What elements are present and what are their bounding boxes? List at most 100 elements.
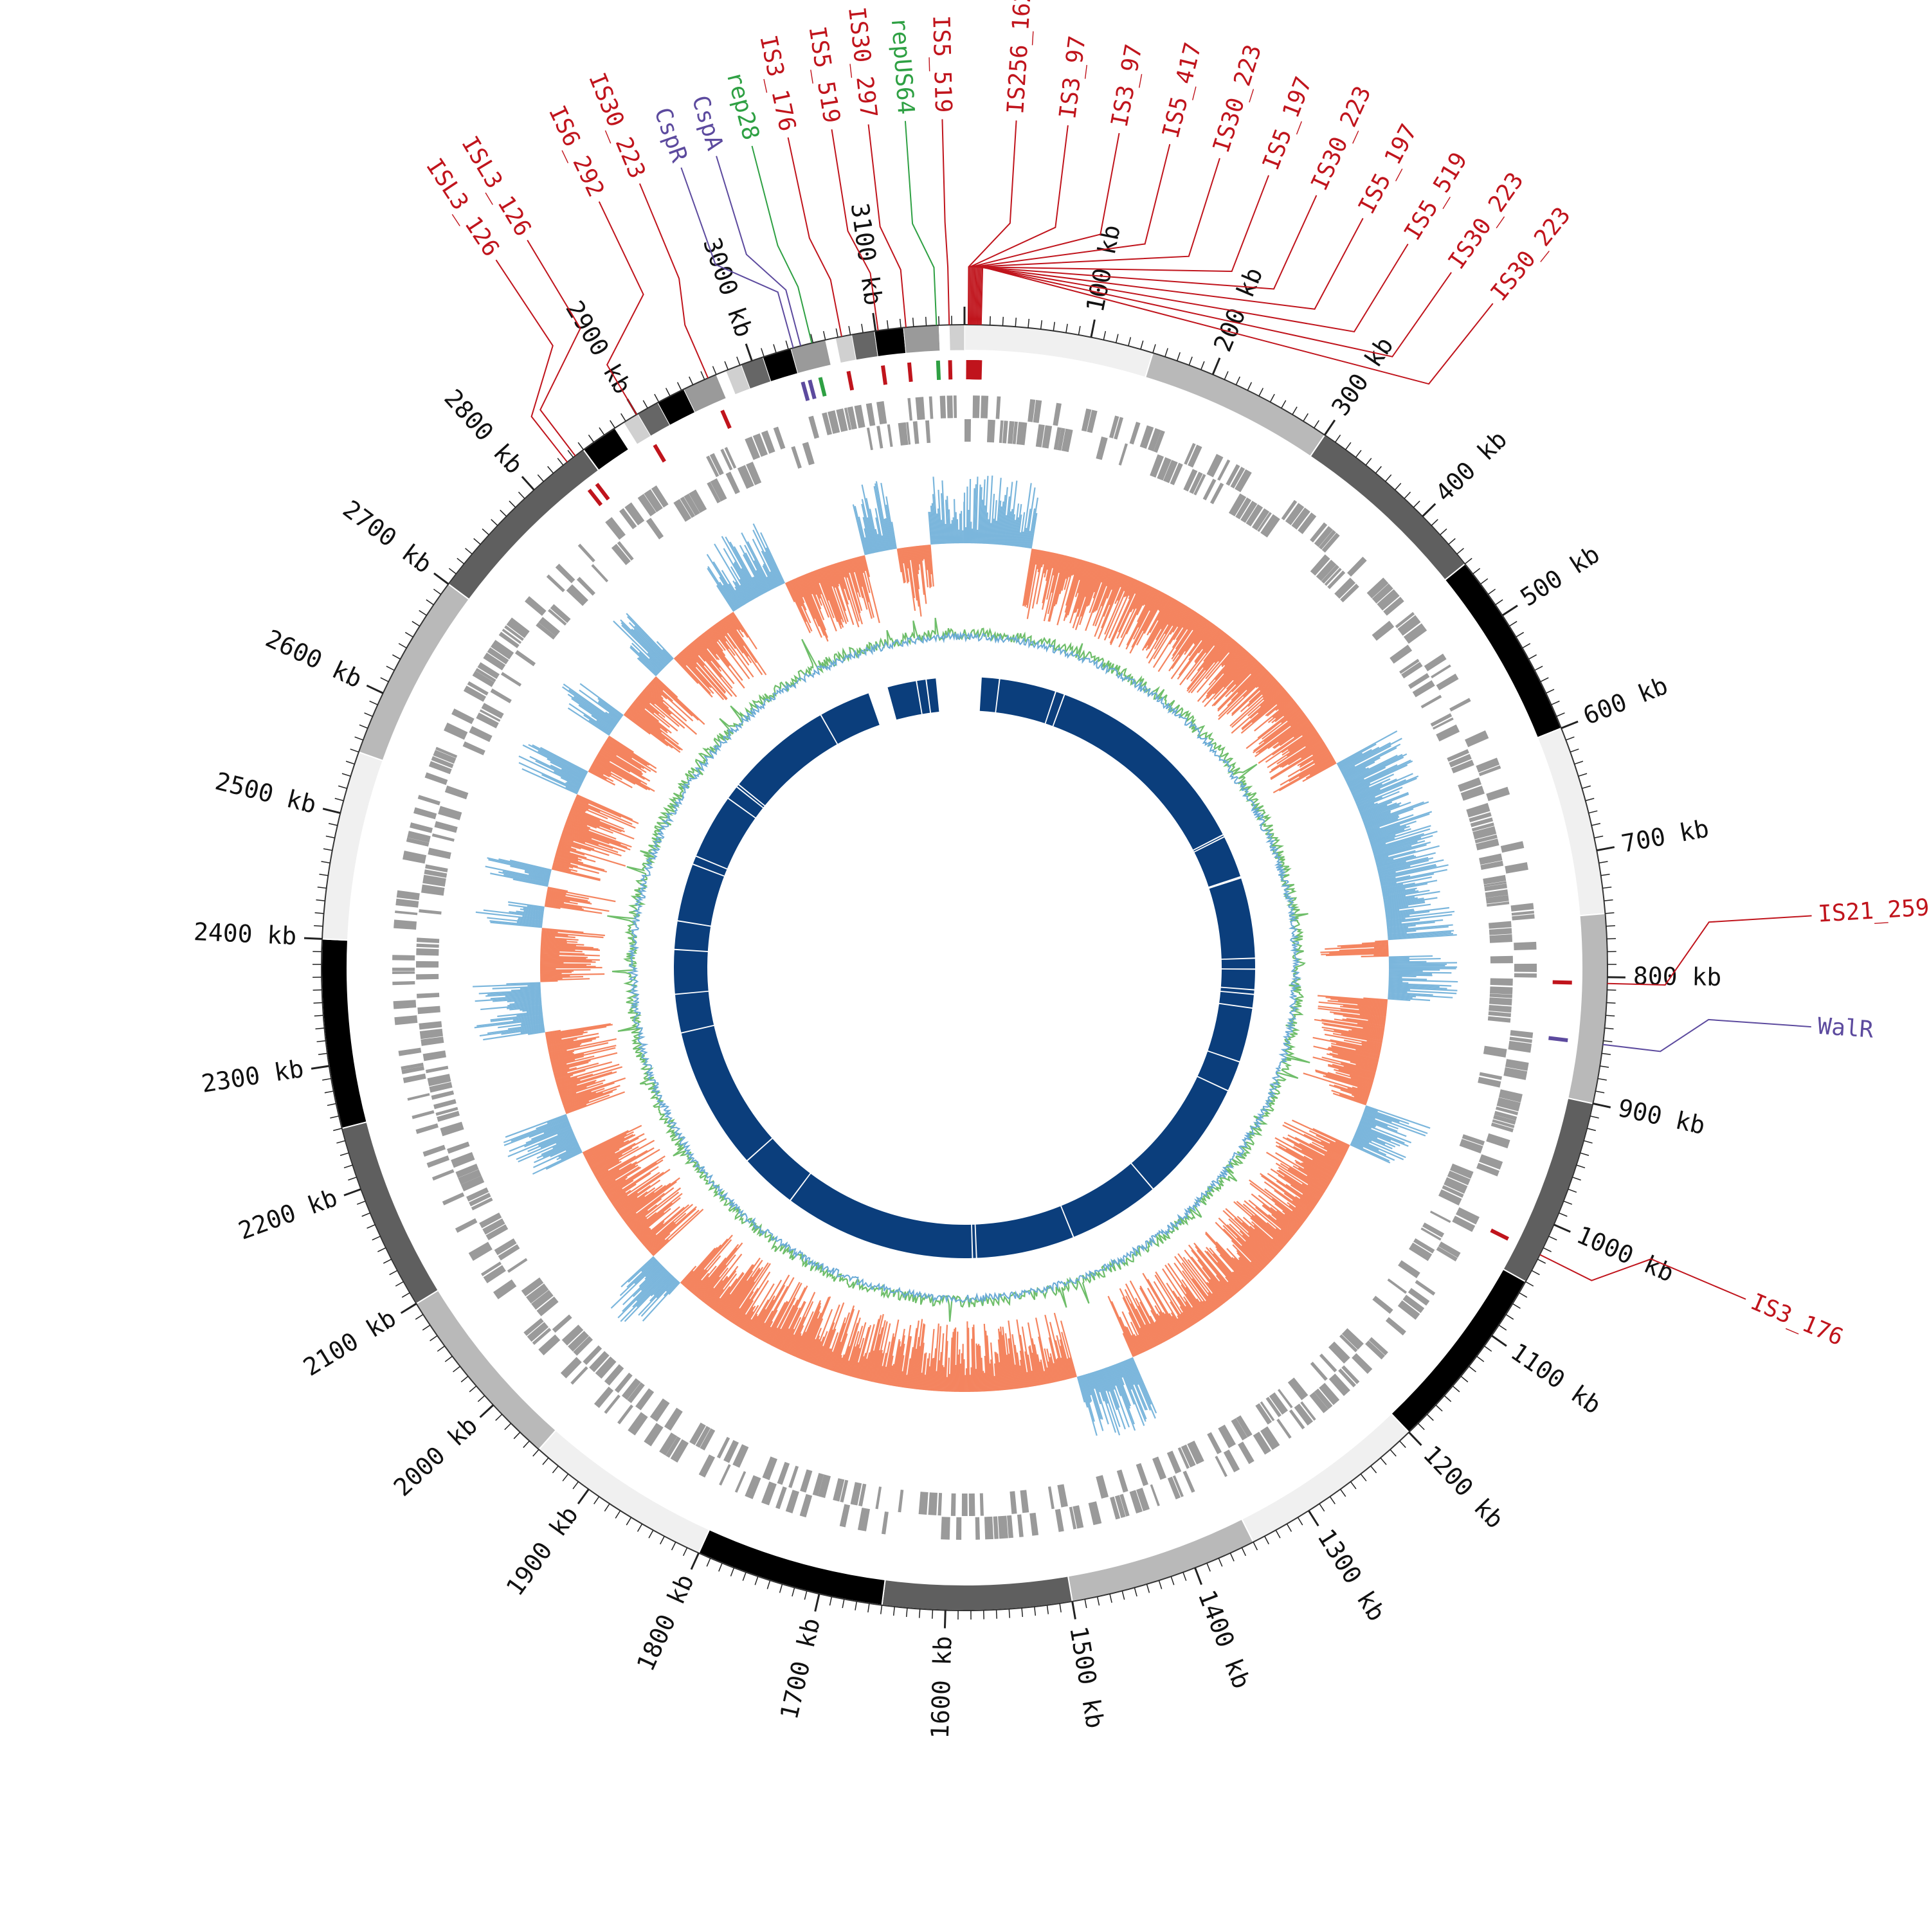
cds-block: [929, 396, 934, 419]
minor-tick: [1330, 1497, 1335, 1504]
cds-block: [1486, 1133, 1510, 1148]
cds-block: [996, 396, 1001, 419]
minor-tick: [626, 1517, 631, 1525]
gc-skew-neg-spike: [488, 860, 550, 874]
tick-label: 400 kb: [1430, 425, 1513, 507]
minor-tick: [1355, 450, 1361, 457]
minor-tick: [1153, 344, 1155, 352]
minor-tick: [315, 1028, 324, 1029]
minor-tick: [836, 329, 838, 338]
minor-tick: [372, 1236, 381, 1240]
cds-block: [413, 808, 437, 820]
minor-tick: [1465, 558, 1472, 564]
cds-block: [735, 1471, 746, 1493]
cds-block: [1388, 1279, 1407, 1294]
feature-label: IS30_223: [1307, 82, 1377, 195]
minor-tick: [913, 318, 914, 327]
cds-block: [1390, 645, 1412, 664]
cds-block: [1183, 1471, 1195, 1493]
minor-tick: [346, 761, 354, 764]
feature-leader-line: [975, 176, 1269, 325]
minor-tick: [792, 1587, 795, 1596]
cds-block: [964, 419, 971, 442]
feature-mark: [938, 361, 939, 380]
minor-tick: [1449, 539, 1456, 545]
minor-tick: [533, 1450, 539, 1456]
cds-block: [578, 544, 595, 563]
minor-tick: [1453, 1386, 1460, 1392]
gc-skew-neg-spike: [1389, 972, 1451, 973]
cds-block: [951, 1494, 956, 1516]
feature-mark: [1491, 1231, 1508, 1239]
minor-tick: [548, 466, 554, 473]
feature-mark: [1548, 1038, 1568, 1040]
cds-block: [919, 1492, 928, 1515]
feature-mark: [802, 382, 808, 401]
minor-tick: [1488, 589, 1495, 594]
feature-leader-line: [905, 121, 936, 325]
major-tick: [1325, 420, 1335, 435]
ideogram-band: [791, 340, 831, 374]
minor-tick: [1116, 334, 1118, 343]
cds-block: [1424, 654, 1447, 671]
gc-skew-pos-spike: [968, 1328, 969, 1392]
minor-tick: [1541, 678, 1549, 682]
cds-block: [1224, 1450, 1240, 1472]
tick-label: 2300 kb: [199, 1054, 305, 1098]
tick-label: 600 kb: [1579, 671, 1672, 730]
minor-tick: [370, 701, 378, 705]
cds-block: [451, 1152, 475, 1168]
minor-tick: [386, 666, 394, 670]
minor-tick: [1375, 466, 1381, 473]
minor-tick: [348, 1177, 356, 1180]
cds-block: [876, 401, 887, 424]
minor-tick: [322, 862, 331, 863]
feature-leader-line: [788, 138, 842, 337]
minor-tick: [655, 394, 659, 402]
minor-tick: [350, 749, 359, 752]
cds-block: [1117, 1470, 1128, 1493]
tick-label: 3100 kb: [846, 201, 888, 307]
minor-tick: [1103, 331, 1105, 340]
cds-block: [946, 395, 953, 418]
minor-tick: [333, 1128, 342, 1131]
minor-tick: [419, 611, 427, 616]
cds-block: [1207, 1432, 1222, 1454]
minor-tick: [1035, 1607, 1036, 1616]
minor-tick: [445, 1356, 452, 1361]
cds-block: [875, 1486, 882, 1509]
minor-tick: [737, 357, 740, 365]
minor-tick: [335, 799, 344, 801]
cds-block: [788, 1466, 799, 1488]
feature-label: IS256_162: [1002, 0, 1037, 115]
cds-block: [403, 1074, 426, 1083]
minor-tick: [330, 1116, 339, 1118]
minor-tick: [316, 900, 325, 901]
minor-tick: [437, 1346, 444, 1351]
minor-tick: [318, 887, 327, 889]
minor-tick: [1546, 689, 1554, 693]
ideogram-band: [939, 325, 950, 350]
cds-block: [956, 1517, 961, 1540]
minor-tick: [1427, 1414, 1433, 1421]
ideogram-band: [1568, 914, 1608, 1104]
cds-block: [416, 974, 439, 980]
minor-tick: [543, 1458, 548, 1465]
feature-leader-line: [527, 240, 580, 456]
cds-block: [417, 993, 439, 998]
gc-skew-pos-spike: [955, 1365, 956, 1392]
minor-tick: [1589, 811, 1598, 813]
minor-tick: [1604, 1041, 1613, 1042]
cds-block: [802, 442, 815, 465]
minor-tick: [478, 1396, 484, 1402]
minor-tick: [1602, 887, 1611, 889]
gc-skew-neg-spike: [527, 985, 540, 986]
cds-block: [434, 821, 457, 833]
minor-tick: [505, 1423, 511, 1430]
gc-skew-pos-spike: [958, 1355, 959, 1392]
minor-tick: [461, 1377, 468, 1382]
ideogram-band: [852, 331, 878, 360]
minor-tick: [615, 1511, 620, 1519]
feature-label: IS21_259: [1817, 894, 1929, 928]
